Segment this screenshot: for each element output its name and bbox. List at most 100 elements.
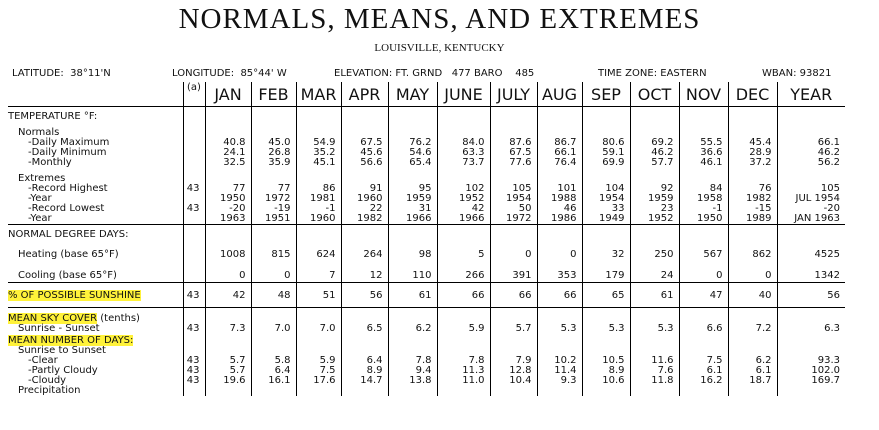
cell <box>387 386 437 396</box>
month-value: 1986 <box>536 214 582 225</box>
month-value: 6.6 <box>678 324 728 334</box>
month-value: 37.2 <box>727 158 777 168</box>
year-value: 1342 <box>776 261 845 283</box>
cell <box>204 224 251 240</box>
month-value: 50 <box>489 204 537 214</box>
month-value: 1951 <box>250 214 296 225</box>
month-value: 1008 <box>204 240 251 261</box>
cell <box>340 224 388 240</box>
cell <box>678 346 728 356</box>
month-value: 5.8 <box>250 356 296 366</box>
month-value: 105 <box>489 184 537 194</box>
row-label: TEMPERATURE °F: <box>8 107 183 123</box>
cell <box>387 224 437 240</box>
label-text: NORMAL DEGREE DAYS: <box>8 229 129 240</box>
cell <box>489 168 537 184</box>
month-value: -1 <box>678 204 728 214</box>
month-value: 101 <box>536 184 582 194</box>
month-value: 47 <box>678 282 728 308</box>
month-value: 5.3 <box>536 324 582 334</box>
cell <box>436 307 490 324</box>
month-value: 76.2 <box>387 138 437 148</box>
label-text: -Daily Minimum <box>28 147 107 158</box>
cell <box>295 346 341 356</box>
month-value: 7.0 <box>250 324 296 334</box>
month-value: 24 <box>629 261 679 283</box>
month-value: 19.6 <box>204 376 251 386</box>
column-header: JAN <box>204 82 251 107</box>
cell <box>678 224 728 240</box>
month-value: 5.9 <box>295 356 341 366</box>
longitude: LONGITUDE: 85°44' W <box>172 68 287 79</box>
month-value: 31 <box>387 204 437 214</box>
cell <box>182 106 205 122</box>
month-value: 66 <box>536 282 582 308</box>
row: NORMAL DEGREE DAYS: <box>8 224 845 241</box>
month-value: 11.3 <box>436 366 490 376</box>
month-value: 815 <box>250 240 296 261</box>
row-label: Normals <box>8 122 183 138</box>
cell <box>678 386 728 396</box>
cell <box>387 106 437 122</box>
cell <box>182 261 205 283</box>
month-value: 10.5 <box>581 356 630 366</box>
month-value: 7 <box>295 261 341 283</box>
row-label: NORMAL DEGREE DAYS: <box>8 225 183 241</box>
cell <box>250 346 296 356</box>
cell <box>489 386 537 396</box>
month-value: 1952 <box>629 214 679 225</box>
month-value: 23 <box>629 204 679 214</box>
month-value: 87.6 <box>489 138 537 148</box>
cell <box>629 346 679 356</box>
month-value: 16.1 <box>250 376 296 386</box>
month-value: 12.8 <box>489 366 537 376</box>
cell <box>536 307 582 324</box>
cell <box>629 334 679 346</box>
month-value: 35.9 <box>250 158 296 168</box>
month-value: 6.5 <box>340 324 388 334</box>
month-value: 11.6 <box>629 356 679 366</box>
cell <box>295 224 341 240</box>
cell <box>727 122 777 138</box>
month-value: 73.7 <box>436 158 490 168</box>
label-text: Cooling (base 65°F) <box>18 270 117 281</box>
month-value: 5.3 <box>629 324 679 334</box>
month-value: 6.2 <box>727 356 777 366</box>
cell <box>776 224 845 240</box>
month-value: 17.6 <box>295 376 341 386</box>
month-value: 5 <box>436 240 490 261</box>
row: -Cloudy 43 19.6 16.1 17.6 14.7 13.8 11.0 10.4 9.3… <box>8 376 845 386</box>
label-text: -Record Lowest <box>28 203 105 214</box>
month-value: 567 <box>678 240 728 261</box>
label-text: -Clear <box>28 355 58 366</box>
month-value: 6.1 <box>678 366 728 376</box>
month-value: 36.6 <box>678 148 728 158</box>
cell <box>182 307 205 324</box>
cell <box>182 386 205 396</box>
month-value: 1972 <box>250 194 296 204</box>
cell <box>581 106 630 122</box>
cell <box>489 106 537 122</box>
row: Sunrise - Sunset 43 7.3 7.0 7.0 6.5 6.2 5.9 5.7 5… <box>8 324 845 334</box>
column-header: OCT <box>629 82 679 107</box>
month-value: 42 <box>204 282 251 308</box>
month-value: 80.6 <box>581 138 630 148</box>
timezone: TIME ZONE: EASTERN <box>598 68 707 79</box>
month-value: 6.2 <box>387 324 437 334</box>
column-header: SEP <box>581 82 630 107</box>
cell <box>295 334 341 346</box>
cell <box>776 346 845 356</box>
cell <box>204 168 251 184</box>
year-value: 4525 <box>776 240 845 261</box>
month-value: 7.0 <box>295 324 341 334</box>
year-value: 169.7 <box>776 376 845 386</box>
month-value: 57.7 <box>629 158 679 168</box>
cell <box>295 122 341 138</box>
column-header: MAR <box>295 82 341 107</box>
month-value: 5.3 <box>581 324 630 334</box>
cell <box>250 307 296 324</box>
cell <box>629 224 679 240</box>
month-value: 10.4 <box>489 376 537 386</box>
cell <box>581 224 630 240</box>
cell <box>581 122 630 138</box>
